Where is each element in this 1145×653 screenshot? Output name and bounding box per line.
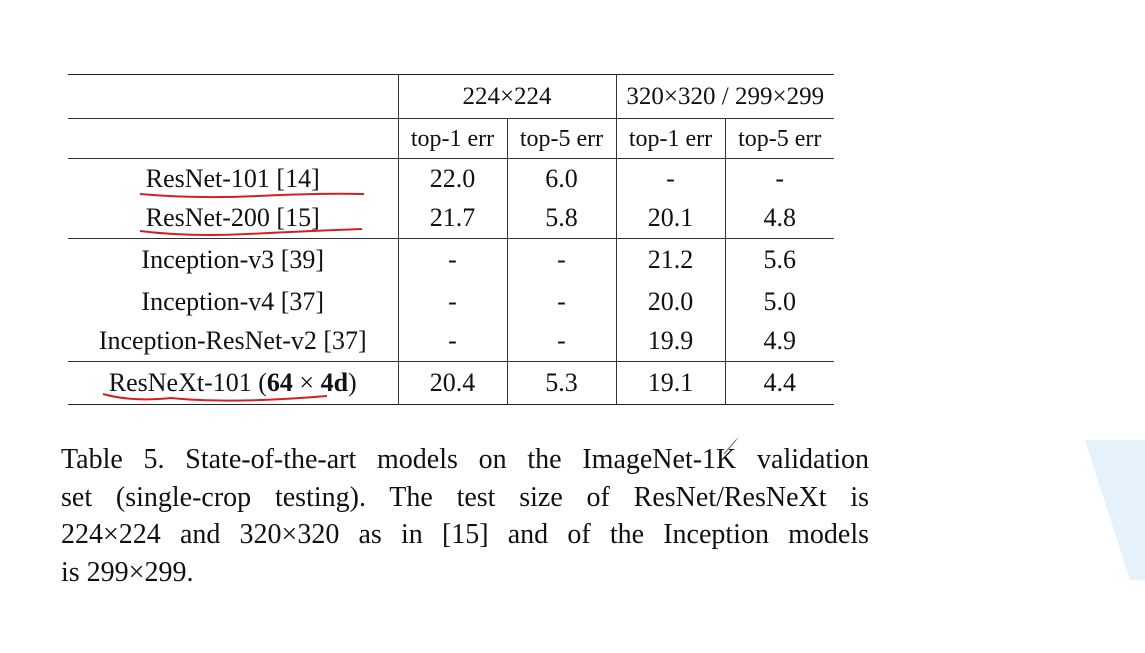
group-header-320: 320×320 / 299×299	[615, 74, 834, 119]
subheader-cell: top-5 err	[724, 118, 834, 159]
table-header-row: 224×224 320×320 / 299×299	[68, 74, 834, 119]
value-cell: 20.0	[615, 281, 725, 322]
table-row: Inception-v4 [37] - - 20.0 5.0	[68, 281, 834, 322]
model-name-cell: ResNet-101 [14]	[68, 159, 398, 199]
value-cell-best: 19.1	[615, 361, 725, 405]
value-cell: 21.7	[397, 198, 507, 239]
group-header-224: 224×224	[397, 74, 616, 119]
model-name-cell: Inception-ResNet-v2 [37]	[98, 326, 367, 356]
model-name-width: 64	[266, 368, 293, 397]
model-name-prefix: ResNeXt-101 (	[108, 368, 267, 397]
model-name-cell: ResNeXt-101 (64 × 4d)	[68, 362, 398, 405]
subheader-cell: top-5 err	[506, 118, 616, 159]
table-row: ResNet-101 [14] 22.0 6.0 - -	[68, 158, 834, 199]
underlined-model-name: ResNeXt-101 (64 × 4d)	[102, 368, 357, 402]
model-name: ResNet-101 [14]	[145, 163, 320, 193]
pen-cursor-icon	[723, 437, 739, 455]
model-name-suffix: )	[348, 368, 357, 397]
value-cell: 20.1	[615, 198, 725, 239]
red-underline-annotation	[139, 192, 364, 198]
caption-line: 224×224 and 320×320 as in [15] and of th…	[61, 519, 869, 550]
value-cell: 22.0	[397, 158, 507, 199]
model-name-cell: Inception-v3 [39]	[141, 245, 325, 275]
caption-line: set (single-crop testing). The test size…	[61, 481, 869, 513]
subheader-empty-cell	[68, 119, 398, 159]
value-cell: 4.9	[724, 321, 834, 362]
table-row: Inception-v3 [39] - - 21.2 5.6	[68, 238, 834, 282]
red-underline-annotation	[139, 228, 362, 237]
red-underline-annotation	[102, 393, 327, 402]
value-cell: -	[506, 321, 616, 362]
value-cell: -	[397, 281, 507, 322]
table-caption: Table 5. State-of-the-art models on the …	[61, 441, 869, 591]
value-cell: 4.8	[724, 198, 834, 239]
model-name-cell: Inception-v4 [37]	[141, 286, 325, 316]
value-cell: -	[506, 281, 616, 322]
results-table: 224×224 320×320 / 299×299 top-1 err top-…	[68, 74, 834, 405]
model-name-times: ×	[292, 368, 321, 397]
header-empty-cell	[68, 75, 398, 119]
value-cell: 6.0	[506, 158, 616, 199]
caption-line: is 299×299.	[61, 556, 194, 588]
subheader-cell: top-1 err	[615, 118, 725, 159]
value-cell: -	[397, 238, 507, 282]
value-cell: -	[615, 158, 725, 199]
table-row: ResNet-200 [15] 21.7 5.8 20.1 4.8	[68, 198, 834, 239]
model-name-cell: ResNet-200 [15]	[68, 199, 398, 239]
table-row: Inception-ResNet-v2 [37] - - 19.9 4.9	[68, 321, 834, 362]
table-row: ResNeXt-101 (64 × 4d) 20.4 5.3 19.1 4.4	[68, 361, 834, 405]
value-cell: 21.2	[615, 238, 725, 282]
value-cell: -	[724, 158, 834, 199]
decorative-shape	[1085, 440, 1145, 580]
value-cell: -	[506, 238, 616, 282]
value-cell: 5.0	[724, 281, 834, 322]
value-cell: 5.3	[506, 361, 616, 405]
underlined-model-name: ResNet-101 [14]	[139, 163, 364, 198]
value-cell: 5.8	[506, 198, 616, 239]
value-cell-best: 4.4	[724, 361, 834, 405]
value-cell: -	[397, 321, 507, 362]
model-name: ResNet-200 [15]	[145, 203, 320, 233]
table-subheader-row: top-1 err top-5 err top-1 err top-5 err	[68, 118, 834, 159]
model-name-depth: 4d	[320, 368, 349, 397]
caption-line: Table 5. State-of-the-art models on the …	[61, 444, 869, 475]
value-cell: 20.4	[397, 361, 507, 405]
value-cell: 19.9	[615, 321, 725, 362]
underlined-model-name: ResNet-200 [15]	[139, 203, 362, 237]
subheader-cell: top-1 err	[397, 118, 507, 159]
value-cell: 5.6	[724, 238, 834, 282]
